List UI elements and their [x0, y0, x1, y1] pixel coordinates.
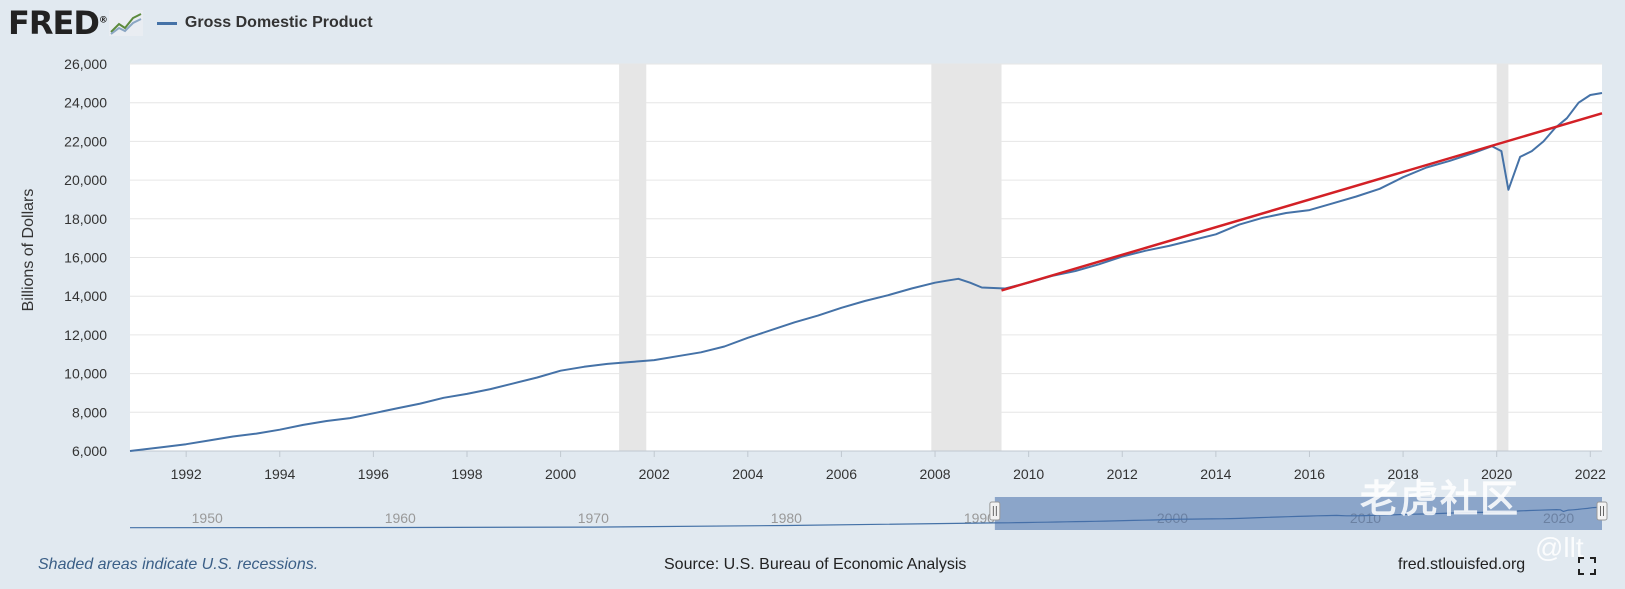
y-tick-label: 12,000 — [64, 327, 107, 343]
x-tick-label: 2010 — [1013, 466, 1044, 482]
x-tick-label: 1998 — [451, 466, 482, 482]
x-tick-label: 1992 — [171, 466, 202, 482]
watermark: 老虎社区 — [1360, 479, 1521, 521]
x-tick-label: 2018 — [1388, 466, 1419, 482]
watermark-handle: @llt — [1535, 532, 1584, 563]
y-tick-label: 14,000 — [64, 288, 107, 304]
x-tick-label: 1994 — [264, 466, 295, 482]
fullscreen-icon[interactable] — [1578, 557, 1596, 575]
y-tick-label: 16,000 — [64, 250, 107, 266]
y-tick-label: 8,000 — [72, 404, 107, 420]
gdp-series-line — [129, 92, 1603, 452]
x-tick-label: 2006 — [826, 466, 857, 482]
source-text: Source: U.S. Bureau of Economic Analysis — [664, 556, 967, 573]
x-tick-label: 2004 — [732, 466, 763, 482]
y-tick-label: 22,000 — [64, 133, 107, 149]
y-axis: 6,000 8,000 10,000 12,000 14,000 16,000 18,000… — [64, 56, 107, 459]
navigator-selection[interactable] — [994, 497, 1602, 530]
x-axis: 1992 1994 1996 1998 2000 2002 2004 2006 2008 2010… — [130, 450, 1606, 482]
x-tick-label: 2016 — [1294, 466, 1325, 482]
range-navigator[interactable]: 19501960197019801990200020102020 — [129, 497, 1608, 530]
x-tick-label: 2002 — [639, 466, 670, 482]
trend-line — [1001, 112, 1603, 292]
navigator-handle-right[interactable] — [1596, 501, 1608, 521]
x-tick-label: 2012 — [1107, 466, 1138, 482]
site-link[interactable]: fred.stlouisfed.org — [1398, 556, 1526, 573]
y-tick-label: 26,000 — [64, 56, 107, 72]
navigator-label: 1960 — [385, 510, 416, 526]
fred-logo-graph-icon — [108, 10, 143, 36]
series-lines — [129, 92, 1603, 452]
chart-header: FRED® Gross Domestic Product — [8, 6, 373, 40]
navigator-label: 1980 — [771, 510, 802, 526]
y-axis-label: Billions of Dollars — [20, 189, 37, 312]
x-tick-label: 2020 — [1481, 466, 1512, 482]
x-tick-label: 2014 — [1200, 466, 1231, 482]
legend-swatch — [156, 21, 177, 25]
y-tick-label: 6,000 — [72, 443, 107, 459]
y-tick-label: 18,000 — [64, 211, 107, 227]
navigator-label: 1950 — [192, 510, 223, 526]
y-tick-label: 24,000 — [64, 95, 107, 111]
x-tick-label: 2008 — [919, 466, 950, 482]
x-tick-label: 2000 — [545, 466, 576, 482]
fred-logo[interactable]: FRED® — [8, 4, 108, 42]
x-tick-label: 2022 — [1575, 466, 1606, 482]
recession-note: Shaded areas indicate U.S. recessions. — [38, 556, 319, 573]
y-tick-label: 20,000 — [64, 172, 107, 188]
y-tick-label: 10,000 — [64, 366, 107, 382]
legend-item-gdp[interactable]: Gross Domestic Product — [156, 14, 373, 32]
navigator-handle-left[interactable] — [989, 501, 1001, 521]
x-tick-label: 1996 — [358, 466, 389, 482]
navigator-label: 1990 — [964, 510, 995, 526]
navigator-label: 1970 — [578, 510, 609, 526]
legend-label: Gross Domestic Product — [184, 14, 373, 31]
